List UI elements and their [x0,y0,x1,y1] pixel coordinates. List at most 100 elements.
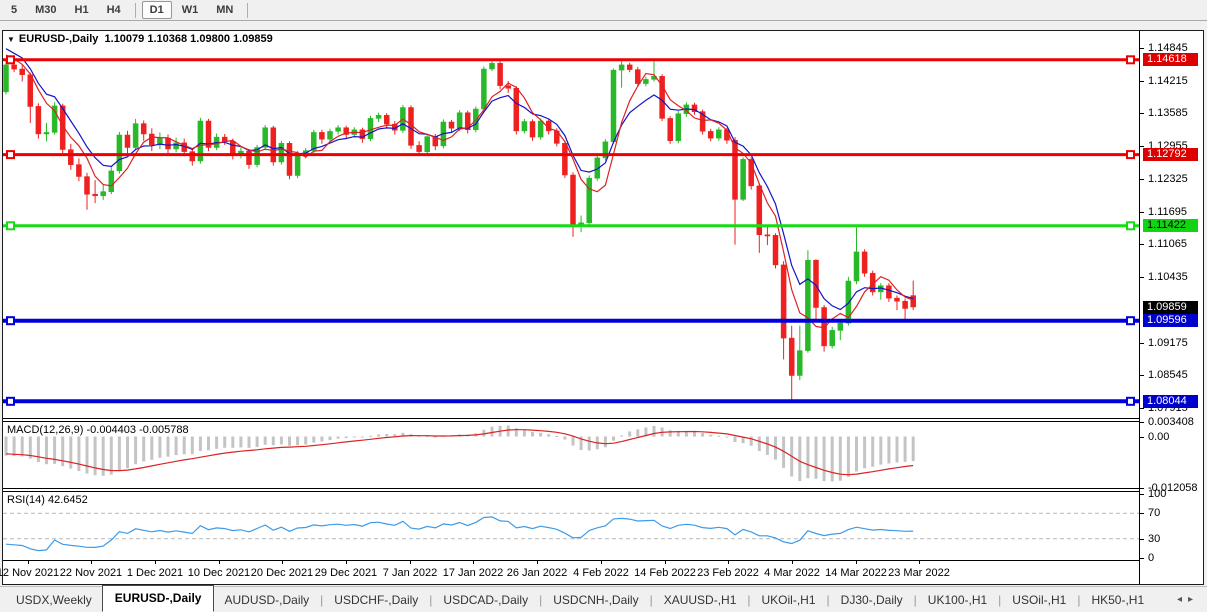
date-tick [665,561,666,564]
axis-tick [1140,244,1144,245]
axis-tick [1140,539,1144,540]
price-axis[interactable]: 1.14845 1.14215 1.13585 1.12955 1.12325 1.116… [1139,31,1203,584]
level-handle[interactable] [1126,316,1135,326]
macd-axis-label: 0.003408 [1148,416,1194,428]
price-tick-label: 1.09175 [1148,337,1188,349]
timeframe-mn[interactable]: MN [216,4,234,16]
toolbar-divider [247,2,249,18]
axis-tick [1140,513,1144,514]
tab-separator: | [320,592,324,607]
date-tick [537,561,538,564]
timeframe-h1[interactable]: H1 [74,4,89,16]
price-tick-label: 1.11065 [1148,238,1187,250]
axis-tick [1140,437,1144,438]
date-tick [792,561,793,564]
date-tick [856,561,857,564]
date-tick [28,561,29,564]
macd-signal-line [5,429,914,476]
tab-separator: | [429,592,433,607]
level-handle[interactable] [1126,396,1135,406]
rsi-axis-label: 30 [1148,533,1161,545]
tab-usoil-h1[interactable]: USOil-,H1 [1012,592,1067,607]
timeframe-w1[interactable]: W1 [181,4,199,16]
horizontal-levels [3,55,1139,406]
tab-scroll-left-arrow[interactable]: ◂ [1176,594,1188,605]
chart-symbol-label: EURUSD-,Daily [18,33,99,45]
level-price-label: 1.09596 [1143,314,1198,327]
rsi-indicator-pane[interactable]: RSI(14) 42.6452 [3,491,1139,561]
axis-tick [1140,113,1144,114]
tab-uk100-h1[interactable]: UK100-,H1 [927,592,988,607]
tab-scroll-right-arrow[interactable]: ▸ [1187,594,1199,605]
timeframe-d1[interactable]: D1 [141,1,172,19]
timeframe-toolbar: 5 M30 H1 H4 D1 W1 MN [0,0,1207,21]
tab-usdx-weekly[interactable]: USDX,Weekly [16,592,92,607]
tab-audusd-daily[interactable]: AUDUSD-,Daily [224,592,310,607]
axis-tick [1140,48,1144,49]
axis-tick [1140,277,1144,278]
chart-title: ▼ EURUSD-,Daily 1.10079 1.10368 1.09800 1… [7,33,273,45]
macd-main-value: -0.004403 [86,424,137,436]
date-label: 23 Mar 2022 [888,567,950,579]
date-label: 26 Jan 2022 [506,567,568,579]
rsi-value: 42.6452 [47,494,88,506]
date-label: 20 Dec 2021 [250,567,314,579]
date-label: 22 Nov 2021 [59,567,123,579]
rsi-name: RSI(14) [7,494,45,506]
candles [3,58,916,401]
tab-ukoil-h1[interactable]: UKOil-,H1 [761,592,816,607]
level-handle[interactable] [1126,55,1135,65]
chart-dropdown-arrow[interactable]: ▼ [7,35,15,44]
ohlc-close: 1.09859 [233,33,273,45]
ma-fast-line [5,54,914,329]
tab-usdchf-daily[interactable]: USDCHF-,Daily [334,592,419,607]
tab-dj30-daily[interactable]: DJ30-,Daily [840,592,903,607]
tab-xauusd-h1[interactable]: XAUUSD-,H1 [663,592,737,607]
axis-tick [1140,146,1144,147]
level-price-label: 1.11422 [1143,219,1198,232]
macd-indicator-pane[interactable]: MACD(12,26,9) -0.004403 -0.005788 [3,421,1139,489]
timeframe-m30[interactable]: M30 [35,4,57,16]
tab-hk50-h1[interactable]: HK50-,H1 [1091,592,1145,607]
date-label: 14 Feb 2022 [634,567,696,579]
level-handle[interactable] [6,316,15,326]
axis-tick [1140,212,1144,213]
date-tick [346,561,347,564]
macd-name: MACD(12,26,9) [7,424,84,436]
axis-tick [1140,179,1144,180]
tab-usdcad-daily[interactable]: USDCAD-,Daily [443,592,529,607]
candlestick-chart-pane[interactable]: ▼ EURUSD-,Daily 1.10079 1.10368 1.09800 1… [3,31,1139,419]
date-tick [91,561,92,564]
moving-averages [5,48,914,329]
tab-separator: | [913,592,917,607]
level-handle[interactable] [6,221,15,231]
tab-usdcnh-daily[interactable]: USDCNH-,Daily [553,592,639,607]
macd-label: MACD(12,26,9) -0.004403 -0.005788 [7,424,189,436]
tab-eurusd-daily[interactable]: EURUSD-,Daily [101,585,215,612]
date-label: 12 Nov 2021 [0,567,60,579]
toolbar-divider [134,2,136,18]
price-tick-label: 1.10435 [1148,271,1188,283]
price-tick-label: 1.11695 [1148,206,1187,218]
axis-tick [1140,375,1144,376]
rsi-svg [3,512,1139,552]
level-handle[interactable] [1126,150,1135,160]
level-handle[interactable] [6,55,15,65]
date-label: 1 Dec 2021 [126,567,184,579]
timeframe-h4[interactable]: H4 [106,4,121,16]
level-price-label: 1.14618 [1143,53,1198,66]
timeframe-5[interactable]: 5 [11,4,18,16]
ohlc-low: 1.09800 [190,33,230,45]
date-axis[interactable]: 12 Nov 2021 22 Nov 2021 1 Dec 2021 10 Dec 2… [0,561,1139,584]
level-handle[interactable] [6,396,15,406]
price-tick-label: 1.14845 [1148,42,1188,54]
date-label: 14 Mar 2022 [825,567,887,579]
tab-separator: | [826,592,830,607]
date-tick [155,561,156,564]
date-tick [919,561,920,564]
current-price-label: 1.09859 [1143,301,1198,314]
level-handle[interactable] [6,150,15,160]
macd-histogram [4,425,915,482]
level-handle[interactable] [1126,221,1135,231]
